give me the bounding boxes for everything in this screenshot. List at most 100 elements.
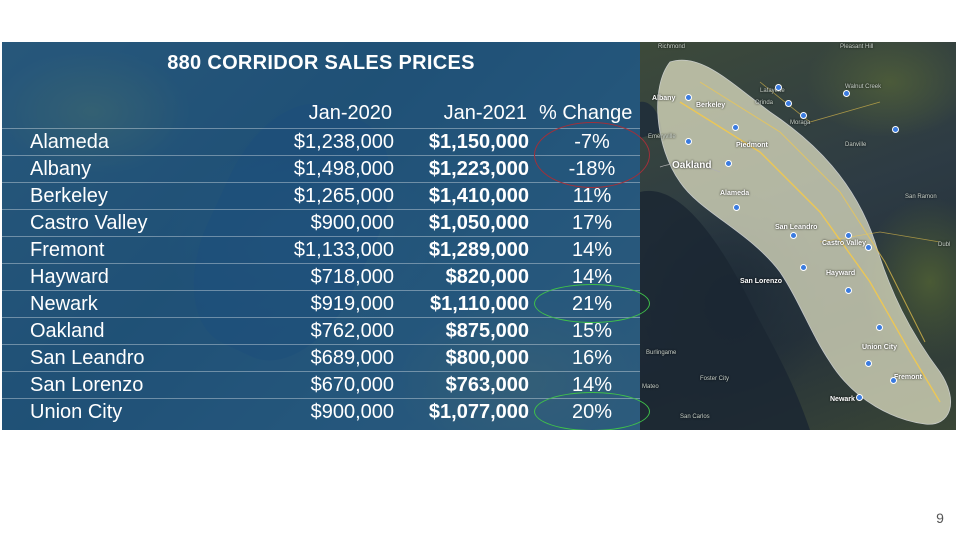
price-jan-2020: $900,000 (310, 401, 394, 423)
map-label-lafayette: Lafayette (760, 88, 785, 94)
map-pin-alameda (733, 204, 740, 211)
price-jan-2020: $919,000 (310, 293, 394, 315)
map-label-emeryville: Emeryville (648, 134, 676, 140)
map-label-san-carlos: San Carlos (680, 414, 710, 420)
map-label-pleasant-hill: Pleasant Hill (840, 44, 874, 50)
table-row: San Lorenzo $670,000 $763,000 14% (2, 371, 640, 398)
map-pin-lafayette (775, 84, 782, 91)
percent-change: 14% (571, 374, 613, 396)
map-pin-berkeley-hills (732, 124, 739, 131)
price-jan-2020: $1,133,000 (293, 239, 394, 261)
map-label-moraga: Moraga (790, 120, 811, 126)
map-pin-fremont (890, 377, 897, 384)
map-pin-castro-valley (845, 232, 852, 239)
page-number: 9 (936, 510, 944, 526)
city-name: Alameda (30, 131, 109, 153)
price-jan-2021: $1,150,000 (428, 131, 529, 153)
city-name: Newark (30, 293, 98, 315)
price-jan-2021: $1,223,000 (428, 158, 529, 180)
map-pin-san-lorenzo (800, 264, 807, 271)
city-name: Oakland (30, 320, 105, 342)
map-graphics (640, 59, 951, 430)
table-row: Hayward $718,000 $820,000 14% (2, 263, 640, 290)
table-row: Berkeley $1,265,000 $1,410,000 11% (2, 182, 640, 209)
price-jan-2021: $800,000 (445, 347, 529, 369)
table-row: Castro Valley $900,000 $1,050,000 17% (2, 209, 640, 236)
percent-change: 16% (571, 347, 613, 369)
newark-highlight-circle (534, 284, 650, 323)
percent-change: 14% (571, 239, 613, 261)
percent-change: 14% (571, 266, 613, 288)
map-label-union-city: Union City (862, 344, 897, 351)
table-row: Oakland $762,000 $875,000 15% (2, 317, 640, 344)
map-label-richmond: Richmond (658, 44, 686, 50)
map-label-berkeley: Berkeley (696, 102, 726, 109)
map-pin-danville (892, 126, 899, 133)
corridor-region (657, 59, 951, 425)
price-jan-2020: $762,000 (310, 320, 394, 342)
map-label-newark: Newark (830, 396, 855, 403)
city-name: Hayward (30, 266, 109, 288)
percent-change: 17% (571, 212, 613, 234)
price-jan-2020: $900,000 (310, 212, 394, 234)
map-label-piedmont: Piedmont (736, 142, 768, 149)
price-jan-2021: $875,000 (445, 320, 529, 342)
map-pin-castro-valley-east (865, 244, 872, 251)
price-jan-2020: $1,498,000 (293, 158, 394, 180)
table-row: Albany $1,498,000 $1,223,000 -18% (2, 155, 640, 182)
city-name: Castro Valley (30, 212, 148, 234)
map-pin-union-city (865, 360, 872, 367)
price-jan-2020: $689,000 (310, 347, 394, 369)
map-pin-orinda (785, 100, 792, 107)
price-jan-2021: $763,000 (445, 374, 529, 396)
map-label-san-ramon: San Ramon (905, 194, 937, 200)
city-name: Albany (30, 158, 92, 180)
city-name: San Lorenzo (30, 374, 144, 396)
map-label-san-leandro: San Leandro (775, 224, 818, 231)
map-pin-albany (685, 94, 692, 101)
map-label-albany: Albany (652, 95, 676, 102)
map-label-castro-valley: Castro Valley (822, 240, 866, 247)
map-label-fremont: Fremont (894, 374, 922, 381)
map-pin-hayward (845, 287, 852, 294)
table-header-row: Jan-2020 Jan-2021 % Change (2, 100, 640, 127)
table-row: San Leandro $689,000 $800,000 16% (2, 344, 640, 371)
price-jan-2021: $820,000 (445, 266, 529, 288)
map-label-hayward: Hayward (826, 270, 856, 277)
header-jan-2020: Jan-2020 (308, 102, 392, 124)
city-name: Berkeley (30, 185, 108, 207)
percent-change: 15% (571, 320, 613, 342)
price-jan-2020: $1,238,000 (293, 131, 394, 153)
price-jan-2021: $1,077,000 (428, 401, 529, 423)
map-label-dublin: Dubl (938, 242, 951, 248)
map-label-mateo: Mateo (642, 384, 659, 390)
map-pin-walnut-creek (843, 90, 850, 97)
price-jan-2021: $1,410,000 (428, 185, 529, 207)
map-label-san-lorenzo: San Lorenzo (740, 278, 783, 285)
map-label-alameda: Alameda (720, 190, 750, 197)
decline-highlight-circle (534, 122, 650, 188)
map-pin-moraga (800, 112, 807, 119)
map-pin-hayward-south (876, 324, 883, 331)
map-label-danville: Danville (845, 142, 867, 148)
table-title: 880 CORRIDOR SALES PRICES (167, 52, 475, 74)
map-label-walnut-creek: Walnut Creek (845, 84, 882, 90)
union-city-highlight-circle (534, 392, 650, 430)
price-jan-2021: $1,110,000 (430, 293, 529, 315)
map-label-burlingame: Burlingame (646, 350, 677, 356)
map-label-foster-city: Foster City (700, 376, 730, 382)
price-jan-2020: $1,265,000 (293, 185, 394, 207)
city-name: Union City (30, 401, 123, 423)
map-pin-newark (856, 394, 863, 401)
map-pin-oakland (725, 160, 732, 167)
header-jan-2021: Jan-2021 (443, 102, 527, 124)
price-jan-2020: $670,000 (310, 374, 394, 396)
map-pin-emeryville (685, 138, 692, 145)
city-name: San Leandro (30, 347, 145, 369)
city-name: Fremont (30, 239, 105, 261)
map-pin-san-leandro (790, 232, 797, 239)
corridor-map: Richmond Pleasant Hill Albany Berkeley L… (640, 42, 956, 430)
price-jan-2021: $1,050,000 (428, 212, 529, 234)
slide-image: 880 CORRIDOR SALES PRICES Jan-2020 Jan-2… (2, 42, 956, 430)
header-percent-change: % Change (539, 102, 633, 124)
